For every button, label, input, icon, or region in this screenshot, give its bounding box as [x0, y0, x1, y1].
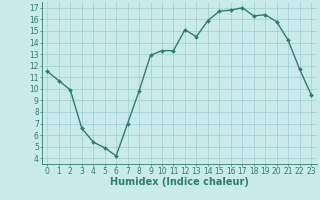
X-axis label: Humidex (Indice chaleur): Humidex (Indice chaleur) — [110, 177, 249, 187]
